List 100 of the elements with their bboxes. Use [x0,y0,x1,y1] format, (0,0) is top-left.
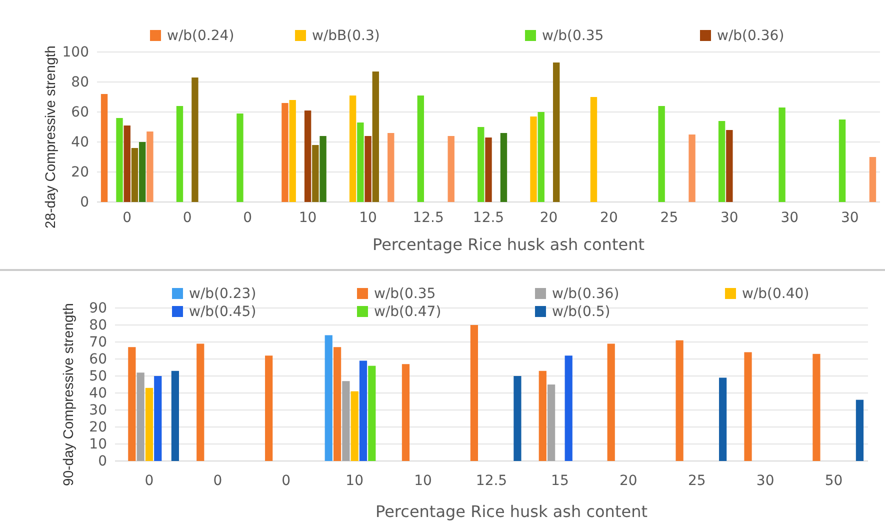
bar [236,114,244,202]
bar [359,360,368,461]
x-tick-label: 15 [551,472,569,489]
bar [744,352,752,461]
bar [388,133,394,202]
bar [145,388,154,461]
y-tick-label: 100 [62,44,89,60]
legend-label: w/b(0.47) [374,304,442,320]
x-tick-label: 12.5 [476,472,508,489]
y-tick-label: 60 [71,104,89,120]
bar [658,106,665,202]
bar [838,120,846,202]
bar [100,94,108,202]
bar [171,370,179,461]
bar [154,376,162,461]
x-tick-label: 0 [243,210,252,226]
x-tick-label: 20 [619,472,638,489]
bar [349,96,356,202]
bar [547,384,556,461]
bar [304,110,312,202]
bar [368,366,376,461]
bar [564,356,572,461]
bar [590,97,598,202]
x-tick-label: 10 [414,472,432,489]
bar [538,370,546,461]
bar [289,100,296,202]
x-tick-label: 0 [182,210,192,226]
y-tick-label: 80 [71,74,89,90]
x-tick-label: 0 [282,472,291,489]
y-tick-label: 40 [89,385,107,402]
x-tick-label: 20 [600,210,618,226]
bar [324,335,332,461]
bar [869,157,876,202]
x-tick-label: 25 [688,472,706,489]
x-tick-label: 30 [720,210,738,226]
bar [607,344,615,461]
y-tick-label: 70 [89,334,107,350]
bar [138,142,146,202]
bar [530,116,537,202]
bar [116,118,123,202]
bar [778,108,786,202]
y-tick-label: 20 [89,419,107,436]
x-tick-label: 0 [144,472,154,489]
bar [357,122,364,202]
legend-label: w/bB(0.3) [312,28,380,44]
y-tick-label: 20 [71,164,89,180]
x-tick-label: 12.5 [412,210,444,226]
legend-label: w/b(0.24) [167,28,234,44]
bar [265,356,273,461]
bar [688,134,696,202]
x-axis-title: Percentage Rice husk ash content [376,502,648,521]
x-tick-label: 30 [756,472,774,489]
bar [676,340,684,461]
bar [146,132,154,202]
bar [176,106,184,202]
x-tick-label: 10 [359,210,377,226]
x-tick-label: 0 [213,472,222,489]
y-tick-label: 0 [98,453,107,470]
x-tick-label: 12.5 [472,210,504,226]
bar [128,347,136,461]
y-tick-label: 60 [89,351,107,368]
y-tick-label: 40 [71,134,89,150]
legend-label: w/b(0.40) [742,286,810,302]
bar [726,130,733,202]
y-tick-label: 30 [89,402,107,418]
bar [282,103,288,202]
bar [333,347,342,461]
bar [312,145,319,202]
bar [192,78,198,202]
x-tick-label: 10 [346,472,364,489]
bar [342,381,350,461]
bar [500,133,508,202]
bar [136,372,144,461]
bar [812,354,820,461]
bar [448,136,454,202]
bar [196,344,204,461]
y-tick-label: 10 [89,436,107,452]
legend-label: w/b(0.5) [552,304,610,320]
x-axis-title: Percentage Rice husk ash content [372,235,644,254]
y-tick-label: 0 [80,194,89,210]
bar [470,325,478,461]
bar [320,136,326,202]
y-tick-label: 80 [89,317,107,334]
bar [372,72,379,202]
bar [552,62,560,202]
bar [131,148,138,202]
legend-label: w/b(0.35 [542,28,604,44]
bar [538,112,544,202]
y-axis-title: 90-day Compressive strength [60,303,76,486]
legend-label: w/b(0.23) [189,286,256,302]
bar [485,138,492,202]
y-tick-label: 50 [89,368,107,384]
legend-label: w/b(0.45) [189,304,256,320]
legend-label: w/b(0.36) [552,286,620,302]
bar [402,364,410,461]
bar [350,391,358,461]
bar [417,96,424,202]
legend-label: w/b(0.36) [717,28,784,44]
bar [478,127,484,202]
bar [719,378,727,461]
